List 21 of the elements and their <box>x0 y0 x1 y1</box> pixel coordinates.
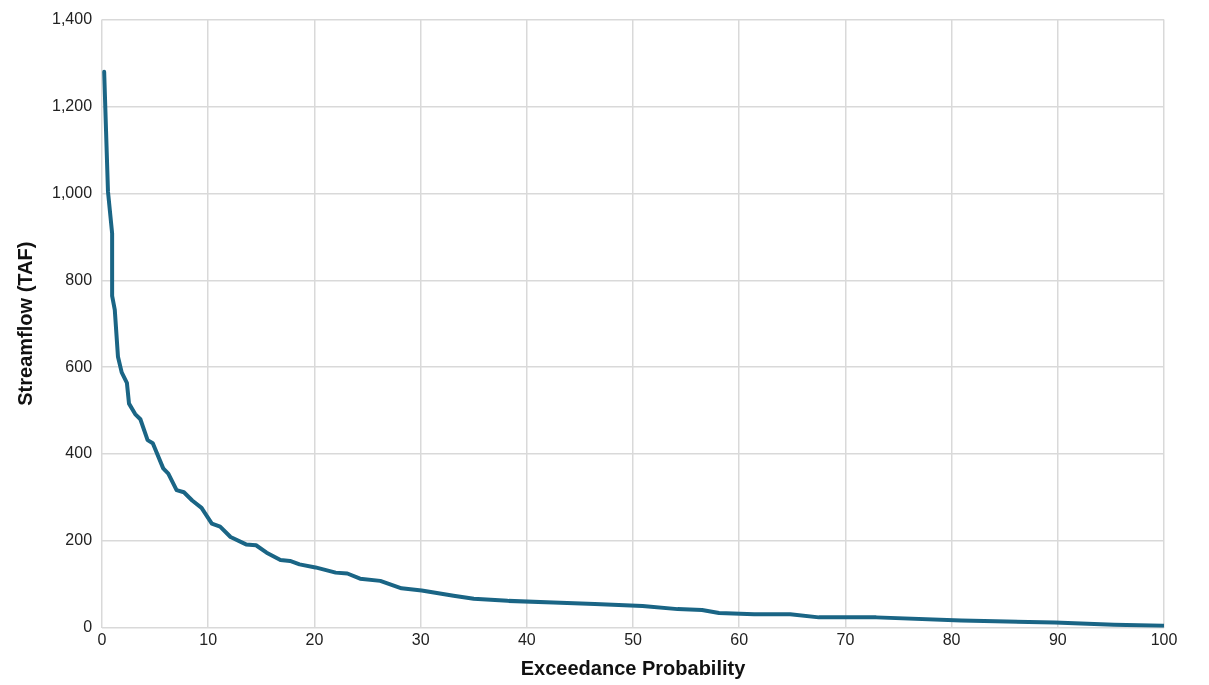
x-axis-title: Exceedance Probability <box>520 656 747 679</box>
x-tick-label: 40 <box>517 630 536 648</box>
y-tick-label: 1,000 <box>51 183 93 201</box>
x-tick-label: 80 <box>942 630 961 648</box>
x-tick-label: 100 <box>1150 630 1178 648</box>
x-tick-label: 90 <box>1048 630 1067 648</box>
x-tick-label: 70 <box>836 630 855 648</box>
y-tick-label: 1,200 <box>51 96 93 114</box>
x-tick-label: 10 <box>199 630 218 648</box>
y-tick-label: 1,400 <box>51 10 93 28</box>
x-tick-label: 50 <box>624 630 643 648</box>
y-tick-label: 0 <box>83 618 93 636</box>
y-tick-label: 200 <box>65 531 93 549</box>
y-tick-label: 800 <box>65 270 93 288</box>
y-axis-title: Streamflow (TAF) <box>13 241 36 406</box>
y-tick-label: 400 <box>65 444 93 462</box>
y-tick-label: 600 <box>65 357 93 375</box>
x-tick-label: 30 <box>411 630 430 648</box>
x-tick-label: 60 <box>730 630 749 648</box>
x-tick-label: 20 <box>305 630 324 648</box>
x-tick-label: 0 <box>97 630 107 648</box>
